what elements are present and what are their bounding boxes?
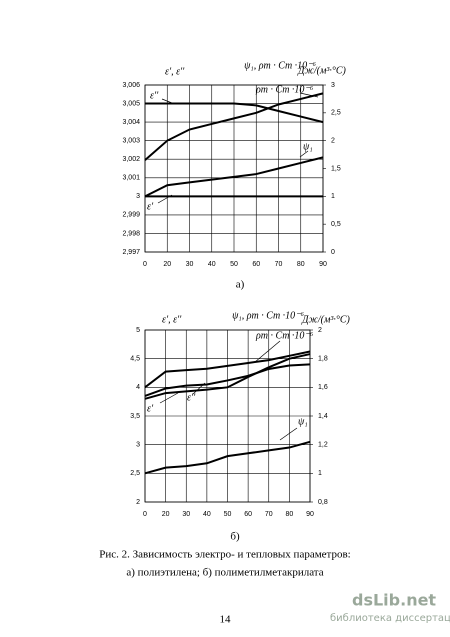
watermark-brand: dsLib.net — [352, 591, 436, 610]
x-tick-label: 20 — [162, 511, 170, 518]
x-tick-label: 0 — [143, 261, 147, 268]
x-tick-label: 50 — [224, 511, 232, 518]
series-line — [145, 102, 324, 124]
series-line — [144, 156, 324, 198]
x-tick-label: 40 — [203, 511, 211, 518]
y2-tick-label: 0,8 — [318, 499, 328, 506]
x-tick-label: 70 — [265, 511, 273, 518]
x-tick-label: 30 — [182, 511, 190, 518]
series-line — [144, 350, 311, 389]
x-tick-label: 80 — [285, 511, 293, 518]
y2-tick-label: 2 — [331, 138, 335, 145]
series-label: ε'' — [150, 90, 159, 101]
y2-tick-label: 1,4 — [318, 413, 328, 420]
y-tick-label: 3,5 — [130, 413, 140, 420]
watermark-tagline: библиотека диссертаций — [330, 613, 450, 624]
y2-tick-label: 1 — [318, 470, 322, 477]
leader-line — [161, 98, 173, 104]
y-tick-label: 2 — [136, 499, 140, 506]
series-label: ε' — [147, 403, 154, 414]
leader-line — [299, 92, 319, 98]
plot-frame — [144, 329, 311, 503]
y-tick-label: 2,998 — [122, 230, 140, 237]
y-axis-title: ε', ε'' — [162, 314, 182, 325]
series-label: ε'' — [187, 392, 196, 403]
x-tick-label: 90 — [306, 511, 314, 518]
y2-tick-label: 1,8 — [318, 356, 328, 363]
series-label: ρт · Cт ·10⁻⁶ — [255, 330, 314, 341]
y-tick-label: 2,999 — [122, 212, 140, 219]
y2-tick-label: 1,2 — [318, 442, 328, 449]
x-tick-label: 60 — [252, 261, 260, 268]
y-tick-label: 5 — [136, 327, 140, 334]
y2-tick-label: 0 — [331, 249, 335, 256]
y-tick-label: 3,001 — [122, 175, 140, 182]
series-line — [144, 92, 324, 161]
x-tick-label: 60 — [244, 511, 252, 518]
y-tick-label: 2,997 — [122, 249, 140, 256]
y2-axis-title: ψ₁, ρт · Cт ·10⁻⁶ — [244, 60, 316, 71]
leader-line — [299, 150, 309, 158]
leader-line — [192, 382, 206, 395]
series-label: ρт · Cт ·10⁻⁶ — [255, 84, 314, 95]
y-tick-label: 3 — [136, 193, 140, 200]
leader-line — [279, 427, 298, 441]
y-axis-title: ε', ε'' — [165, 66, 185, 77]
subcaption: б) — [230, 531, 240, 543]
y-tick-label: 2,5 — [130, 470, 140, 477]
series-line — [144, 363, 311, 397]
x-tick-label: 30 — [186, 261, 194, 268]
leader-line — [159, 392, 179, 404]
y-tick-label: 4 — [136, 384, 140, 391]
x-tick-label: 50 — [230, 261, 238, 268]
x-tick-label: 20 — [163, 261, 171, 268]
caption: а) полиэтилена; б) полиметилметакрилата — [126, 567, 323, 579]
leader-line — [254, 340, 281, 363]
y2-tick-label: 1,6 — [318, 384, 328, 391]
series-label: ε' — [147, 201, 154, 212]
caption: Рис. 2. Зависимость электро- и тепловых … — [99, 549, 351, 561]
x-tick-label: 80 — [297, 261, 305, 268]
x-tick-label: 70 — [275, 261, 283, 268]
series-line — [144, 440, 311, 475]
y-tick-label: 3,003 — [122, 138, 140, 145]
subcaption: а) — [236, 279, 245, 291]
y-tick-label: 3,005 — [122, 100, 140, 107]
y2-tick-label: 1 — [331, 193, 335, 200]
y2-tick-label: 2,5 — [331, 110, 341, 117]
y-tick-label: 3,006 — [122, 82, 140, 89]
y2-tick-label: 3 — [331, 82, 335, 89]
series-label: ψ₁ — [303, 141, 313, 152]
y2-axis-title: ψ₁, ρт · Cт ·10⁻⁶ — [232, 310, 304, 321]
y2-tick-label: 1,5 — [331, 165, 341, 172]
y2-axis-unit: Дж/(м³·°C) — [297, 65, 346, 76]
y-tick-label: 3,004 — [122, 119, 140, 126]
leader-line — [157, 194, 173, 204]
series-label: ψ₁ — [298, 416, 308, 427]
page-number: 14 — [220, 614, 232, 626]
series-line — [144, 353, 311, 400]
y-tick-label: 3 — [136, 442, 140, 449]
y-tick-label: 3,002 — [122, 156, 140, 163]
x-tick-label: 90 — [319, 261, 327, 268]
y2-axis-unit: Дж/(м³·°C) — [301, 314, 350, 325]
x-tick-label: 0 — [143, 511, 147, 518]
y2-tick-label: 0,5 — [331, 221, 341, 228]
plot-frame — [144, 84, 324, 253]
y2-tick-label: 2 — [318, 327, 322, 334]
x-tick-label: 40 — [208, 261, 216, 268]
y-tick-label: 4,5 — [130, 356, 140, 363]
